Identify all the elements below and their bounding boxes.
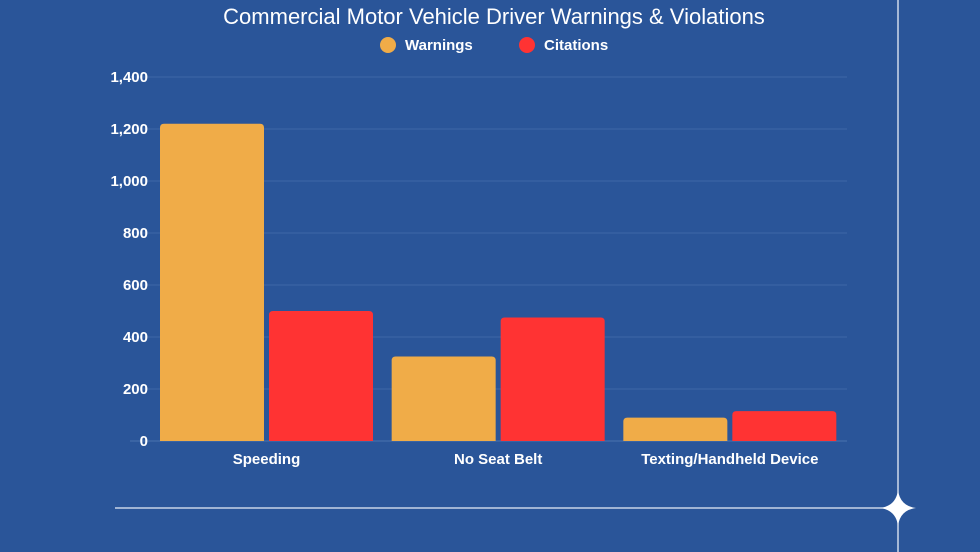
legend-label: Citations: [544, 37, 608, 54]
legend: Warnings Citations: [380, 37, 608, 54]
bars: [160, 123, 837, 442]
y-tick-label: 600: [123, 277, 148, 294]
y-tick-label: 1,200: [110, 121, 148, 138]
bar-warnings-1: [391, 356, 496, 441]
y-tick-label: 200: [123, 381, 148, 398]
chart-title: Commercial Motor Vehicle Driver Warnings…: [223, 4, 765, 29]
bar-citations-1: [500, 317, 605, 441]
y-tick-label: 800: [123, 225, 148, 242]
y-tick-label: 1,400: [110, 69, 148, 86]
bar-warnings-0: [160, 123, 264, 442]
y-tick-label: 0: [140, 433, 148, 450]
y-tick-label: 1,000: [110, 173, 148, 190]
sparkle-icon: [880, 490, 916, 526]
x-axis-labels: Speeding No Seat Belt Texting/Handheld Dev…: [233, 451, 819, 468]
legend-swatch-warnings: [380, 37, 396, 53]
x-category-label: Texting/Handheld Device: [641, 451, 818, 468]
y-tick-label: 400: [123, 329, 148, 346]
bar-warnings-2: [623, 417, 728, 441]
x-category-label: No Seat Belt: [454, 451, 542, 468]
bar-citations-2: [732, 411, 837, 441]
x-category-label: Speeding: [233, 451, 301, 468]
bar-citations-0: [269, 311, 373, 441]
legend-swatch-citations: [519, 37, 535, 53]
y-axis-ticks: 0 200 400 600 800 1,000 1,200 1,400: [110, 69, 148, 450]
legend-label: Warnings: [405, 37, 473, 54]
